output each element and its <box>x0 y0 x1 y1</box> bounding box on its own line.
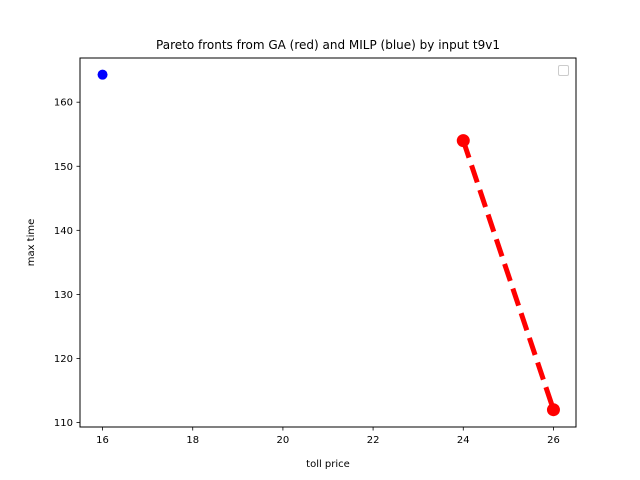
x-tick-label: 16 <box>96 435 109 446</box>
series-0-point-1 <box>546 403 560 417</box>
x-tick-label: 26 <box>547 435 560 446</box>
series-1-point-0 <box>97 69 108 80</box>
legend-box <box>558 65 569 76</box>
y-tick-label: 130 <box>54 290 73 301</box>
plot-frame <box>79 57 577 428</box>
x-axis-label: toll price <box>306 459 350 470</box>
x-tick-label: 20 <box>277 435 290 446</box>
series-0-point-0 <box>456 134 470 148</box>
y-tick-label: 120 <box>54 354 73 365</box>
x-tick-label: 24 <box>457 435 470 446</box>
y-tick-label: 110 <box>54 418 73 429</box>
chart-title: Pareto fronts from GA (red) and MILP (bl… <box>156 38 500 52</box>
x-tick-label: 22 <box>367 435 380 446</box>
y-axis-label: max time <box>26 219 37 267</box>
y-tick-label: 140 <box>54 226 73 237</box>
series-0-line <box>460 139 556 411</box>
y-tick-label: 150 <box>54 162 73 173</box>
y-tick-label: 160 <box>54 98 73 109</box>
x-tick-label: 18 <box>186 435 199 446</box>
